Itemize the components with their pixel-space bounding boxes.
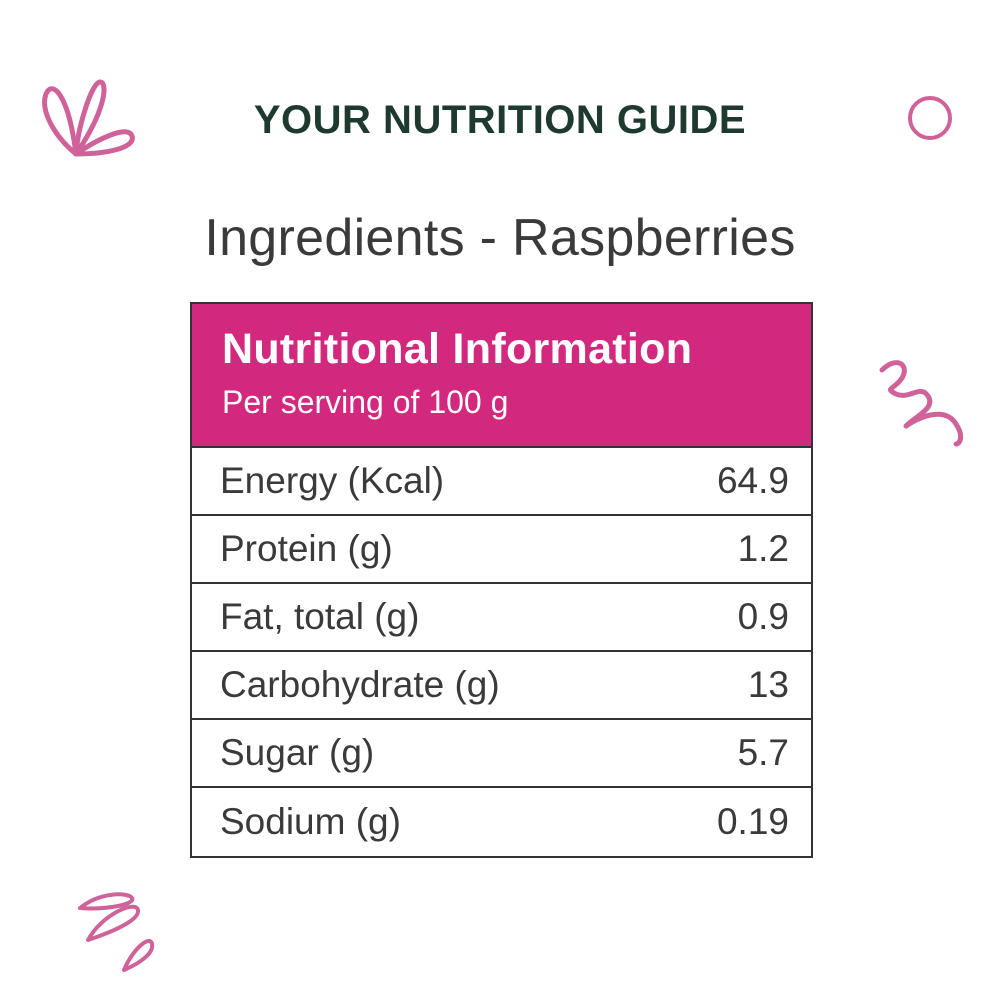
nutrient-label: Protein (g) <box>220 528 393 569</box>
squiggle-doodle-icon <box>879 360 964 447</box>
nutrient-value: 13 <box>747 664 789 705</box>
nutrient-row-sodium: Sodium (g) 0.19 <box>192 788 811 856</box>
nutrient-value: 0.19 <box>716 801 789 842</box>
nutrient-value: 5.7 <box>737 732 789 773</box>
nutrient-label: Energy (Kcal) <box>220 460 445 501</box>
ingredient-title: Ingredients - Raspberries <box>204 209 796 267</box>
nutrient-row-energy: Energy (Kcal) 64.9 <box>192 448 811 516</box>
nutrition-panel-title: Nutritional Information <box>222 325 693 373</box>
page-heading: YOUR NUTRITION GUIDE <box>253 98 747 142</box>
nutrient-label: Sodium (g) <box>220 801 401 842</box>
nutrient-value: 64.9 <box>716 460 789 501</box>
nutrient-row-fat: Fat, total (g) 0.9 <box>192 584 811 652</box>
nutrient-label: Sugar (g) <box>220 732 375 773</box>
serving-size-label: Per serving of 100 g <box>222 384 509 420</box>
nutrition-panel-header: Nutritional Information Per serving of 1… <box>192 304 811 448</box>
strokes-doodle-icon <box>78 892 155 972</box>
leaf-doodle-icon <box>42 79 135 157</box>
nutrient-label: Carbohydrate (g) <box>220 664 500 705</box>
nutrient-row-sugar: Sugar (g) 5.7 <box>192 720 811 788</box>
nutrient-value: 0.9 <box>737 596 789 637</box>
nutrient-label: Fat, total (g) <box>220 596 420 637</box>
nutrient-row-protein: Protein (g) 1.2 <box>192 516 811 584</box>
circle-doodle-icon <box>908 96 952 140</box>
nutrition-panel: Nutritional Information Per serving of 1… <box>190 302 813 858</box>
nutrient-row-carbohydrate: Carbohydrate (g) 13 <box>192 652 811 720</box>
nutrient-value: 1.2 <box>737 528 789 569</box>
